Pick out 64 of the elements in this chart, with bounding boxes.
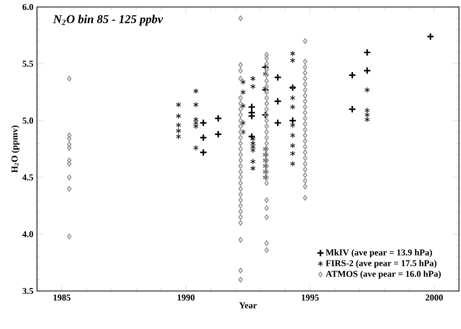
point xyxy=(348,71,356,80)
point xyxy=(176,102,182,108)
x-tick-label: 1995 xyxy=(302,294,319,301)
point xyxy=(288,116,297,125)
point xyxy=(250,84,256,90)
point xyxy=(193,102,199,108)
point xyxy=(214,114,222,122)
point xyxy=(290,50,296,57)
y-tick-label: 5.5 xyxy=(22,60,34,67)
point xyxy=(290,122,296,128)
point xyxy=(261,63,270,72)
point xyxy=(290,104,296,110)
point xyxy=(240,120,246,126)
point xyxy=(176,113,182,120)
x-tick-label: 1990 xyxy=(178,294,195,301)
point xyxy=(240,89,246,96)
y-tick-label: 3.5 xyxy=(22,288,34,294)
point xyxy=(250,165,256,172)
point xyxy=(248,103,256,111)
point xyxy=(193,116,199,122)
point xyxy=(240,78,246,85)
point xyxy=(193,120,199,126)
x-tick-label: 2000 xyxy=(426,294,443,301)
x-axis-title: Year xyxy=(239,302,257,308)
point xyxy=(290,132,296,138)
legend-label: MkIV (ave pear = 13.9 hPa) xyxy=(326,249,432,258)
point xyxy=(290,57,296,64)
y-tick-label: 6.0 xyxy=(22,4,34,10)
y-tick-label: 5.0 xyxy=(22,118,34,124)
point xyxy=(176,128,182,134)
point xyxy=(348,105,356,114)
y-axis-title: H$_{2}$O (ppmv) xyxy=(11,126,20,173)
point xyxy=(193,88,199,94)
y-tick-label: 4.0 xyxy=(22,231,34,238)
point xyxy=(250,76,256,82)
point xyxy=(176,122,182,128)
y-tick-label: 4.5 xyxy=(22,174,34,180)
point xyxy=(176,134,182,140)
point xyxy=(250,158,256,164)
point xyxy=(364,86,370,93)
point xyxy=(290,142,296,149)
point xyxy=(363,66,372,75)
point xyxy=(274,73,282,82)
point xyxy=(250,144,256,150)
point xyxy=(363,48,372,56)
point xyxy=(199,118,208,127)
point xyxy=(290,94,296,101)
point xyxy=(426,32,434,40)
text: N$_{2}$O bin 85 - 125 ppbv xyxy=(53,14,164,26)
point xyxy=(193,123,199,130)
point xyxy=(193,144,199,151)
point xyxy=(274,97,282,106)
point xyxy=(214,130,222,138)
point xyxy=(290,150,296,157)
x-tick-label: 1985 xyxy=(54,294,70,301)
point xyxy=(290,160,296,167)
point xyxy=(199,134,208,142)
point xyxy=(261,110,270,119)
legend-label: FIRS-2 (ave pear = 17.5 hPa) xyxy=(326,260,436,268)
point xyxy=(250,147,256,154)
point xyxy=(199,148,208,156)
legend-label: ATMOS (ave pear = 16.0 hPa) xyxy=(326,270,441,279)
point xyxy=(240,102,246,109)
point xyxy=(274,118,282,127)
